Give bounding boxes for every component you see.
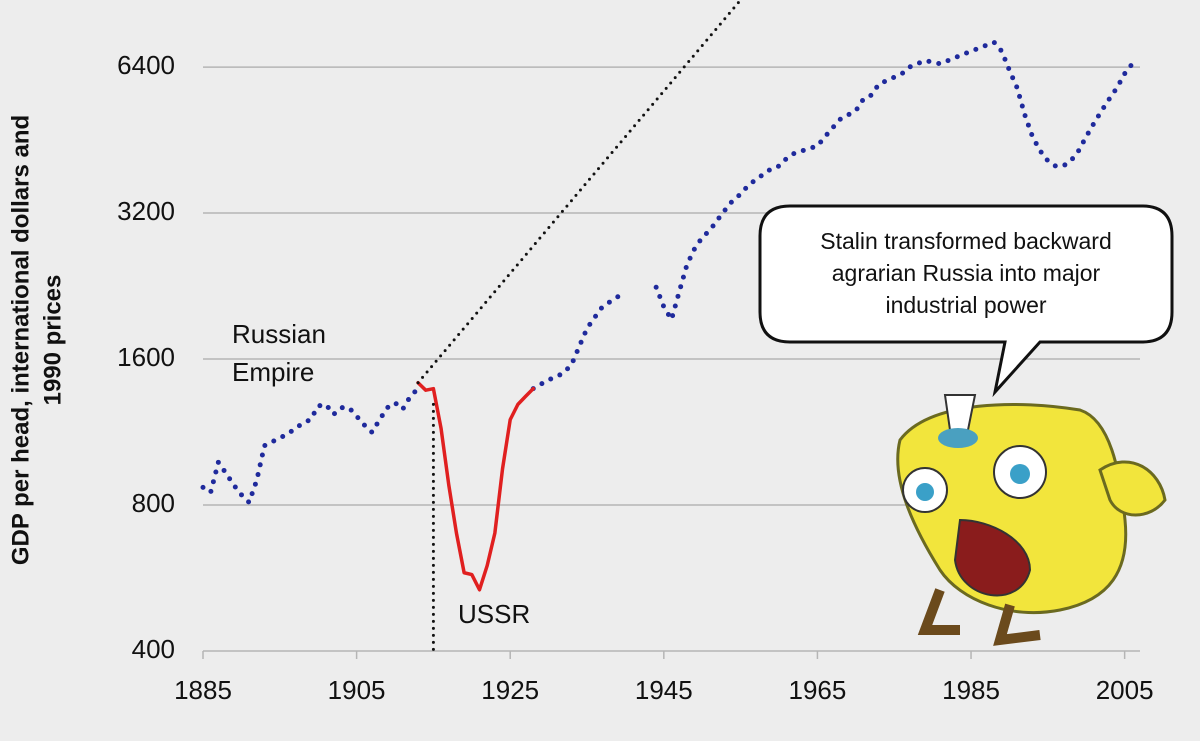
y-axis-label: GDP per head, international dollars and	[7, 115, 34, 565]
y-tick-label: 6400	[117, 50, 175, 80]
pupil	[916, 483, 934, 501]
bubble-shape	[758, 204, 1174, 398]
mouth	[953, 518, 1032, 597]
hat-band	[938, 428, 978, 448]
speech-text: agrarian Russia into major	[832, 260, 1101, 286]
pupil	[1010, 464, 1030, 484]
annotation: USSR	[458, 599, 530, 629]
annotation: Empire	[232, 357, 314, 387]
x-tick-label: 2005	[1096, 675, 1154, 705]
cartoon-character	[896, 394, 1167, 646]
series-line	[416, 380, 536, 592]
x-tick-label: 1885	[174, 675, 232, 705]
y-axis-label: 1990 prices	[39, 275, 66, 406]
texts: 400 800 1600 3200 6400 1885 1905 1925 1945 1965 19…	[7, 50, 1153, 705]
x-tick-label: 1945	[635, 675, 693, 705]
y-tick-label: 800	[132, 488, 175, 518]
speech-bubble	[758, 204, 1174, 398]
legs	[917, 588, 1041, 646]
x-tick-label: 1985	[942, 675, 1000, 705]
series-line	[416, 0, 743, 385]
series-line	[200, 39, 1135, 505]
speech-text: Stalin transformed backward	[820, 228, 1111, 254]
annotation: Russian	[232, 319, 326, 349]
x-tick-label: 1965	[789, 675, 847, 705]
y-tick-label: 1600	[117, 342, 175, 372]
hand	[1098, 460, 1167, 517]
y-tick-label: 400	[132, 634, 175, 664]
x-tick-label: 1925	[481, 675, 539, 705]
lines	[200, 0, 1135, 653]
y-tick-label: 3200	[117, 196, 175, 226]
x-tick-label: 1905	[328, 675, 386, 705]
speech-text: industrial power	[885, 292, 1046, 318]
